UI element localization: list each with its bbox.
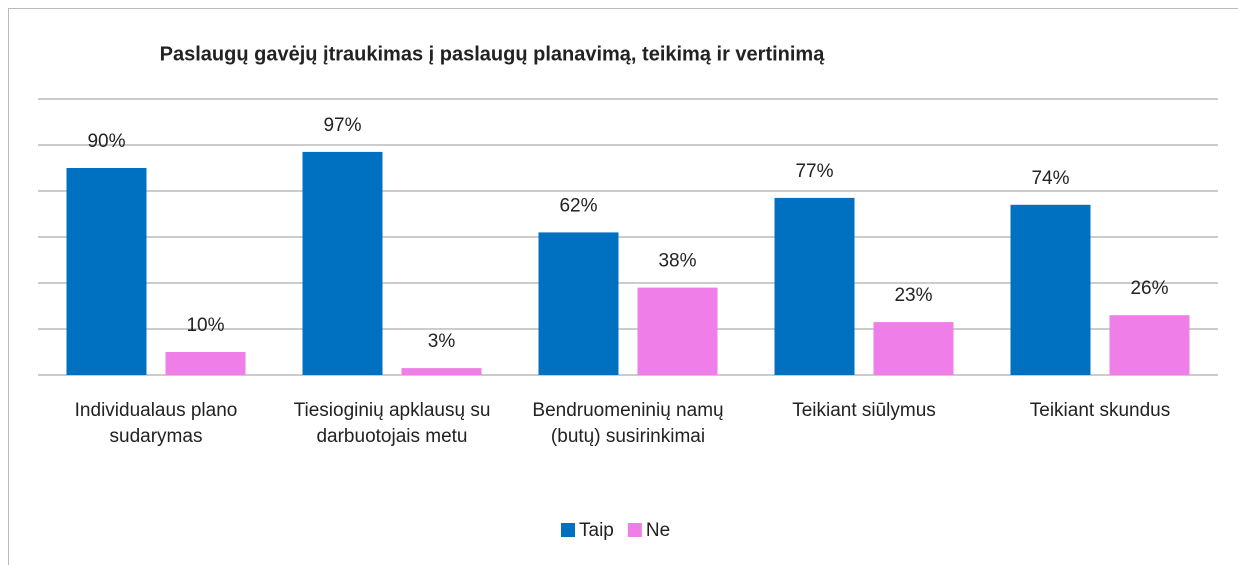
chart-title: Paslaugų gavėjų įtraukimas į paslaugų pl…	[160, 43, 826, 65]
bar	[165, 352, 246, 375]
data-label: 90%	[87, 131, 125, 152]
data-label: 62%	[559, 195, 597, 216]
bar	[873, 322, 954, 375]
data-label: 38%	[658, 251, 696, 272]
x-tick-label: Bendruomeninių namų (butų) susirinkimai	[532, 400, 724, 447]
data-label: 23%	[894, 285, 932, 306]
x-tick-label: Individualaus plano sudarymas	[74, 400, 238, 447]
data-label: 26%	[1130, 278, 1168, 299]
bar	[774, 197, 855, 375]
x-tick-label: Teikiant siūlymus	[792, 400, 936, 421]
legend-swatch	[561, 523, 575, 537]
x-tick-label: Tiesioginių apklausų su darbuotojais met…	[293, 400, 491, 447]
legend-swatch	[627, 523, 642, 537]
x-tick-label: Teikiant skundus	[1029, 400, 1171, 421]
bar	[1109, 315, 1190, 375]
legend-label: Ne	[646, 520, 670, 541]
bar	[302, 151, 383, 375]
data-label: 97%	[323, 115, 361, 136]
data-label: 74%	[1031, 168, 1069, 189]
bar	[538, 232, 619, 375]
legend-label: Taip	[579, 520, 614, 541]
bar	[1010, 204, 1091, 375]
bar	[401, 368, 482, 375]
data-label: 3%	[428, 331, 456, 352]
bar	[637, 287, 718, 375]
chart-frame	[8, 8, 1238, 565]
bar	[66, 168, 147, 375]
data-label: 77%	[795, 161, 833, 182]
data-label: 10%	[186, 315, 224, 336]
